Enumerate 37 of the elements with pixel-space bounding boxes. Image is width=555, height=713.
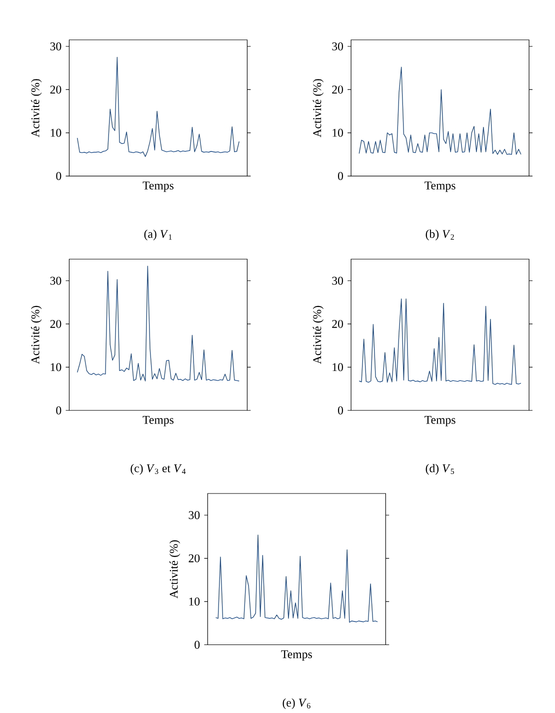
x-axis-title: Temps [281,650,312,661]
x-axis-title: Temps [424,182,456,192]
text: (e) V$_{6}$ [282,698,310,710]
y-tick-label: 30 [188,511,200,520]
y-tick-label: 20 [332,86,344,94]
y-tick-label: 0 [338,406,344,414]
y-axis-title: Activité (%) [312,306,324,364]
text: (d) V$_{5}$ [426,464,454,475]
y-tick-label: 30 [332,276,344,285]
y-axis-title: Activité (%) [31,79,42,138]
y-tick-label: 0 [56,172,62,180]
y-tick-label: 0 [194,640,200,649]
y-tick-label: 20 [188,554,200,562]
text: (c) V$_{3}$ et V$_{4}$ [130,464,186,475]
y-tick-label: 10 [50,128,62,137]
y-tick-label: 20 [50,320,62,328]
y-tick-label: 10 [189,598,200,606]
y-tick-label: 30 [50,276,62,285]
x-axis-title: Temps [142,416,174,426]
y-axis-title: Activité (%) [170,540,180,598]
y-tick-label: 30 [332,42,344,50]
line-series [77,266,240,382]
y-axis-title: Activité (%) [312,79,324,138]
line-series [358,66,522,155]
x-axis-title: Temps [424,416,456,426]
text: (a) V$_{1}$ [144,230,172,240]
y-tick-label: 10 [332,128,344,137]
y-tick-label: 10 [50,363,62,372]
y-tick-label: 20 [50,86,62,94]
text: (b) V$_{2}$ [426,230,454,240]
y-axis-title: Activité (%) [31,306,42,364]
y-tick-label: 30 [50,42,62,50]
y-tick-label: 0 [56,406,62,414]
y-tick-label: 10 [332,363,344,372]
y-tick-label: 0 [338,172,344,180]
x-axis-title: Temps [142,182,174,192]
y-tick-label: 20 [332,320,344,328]
